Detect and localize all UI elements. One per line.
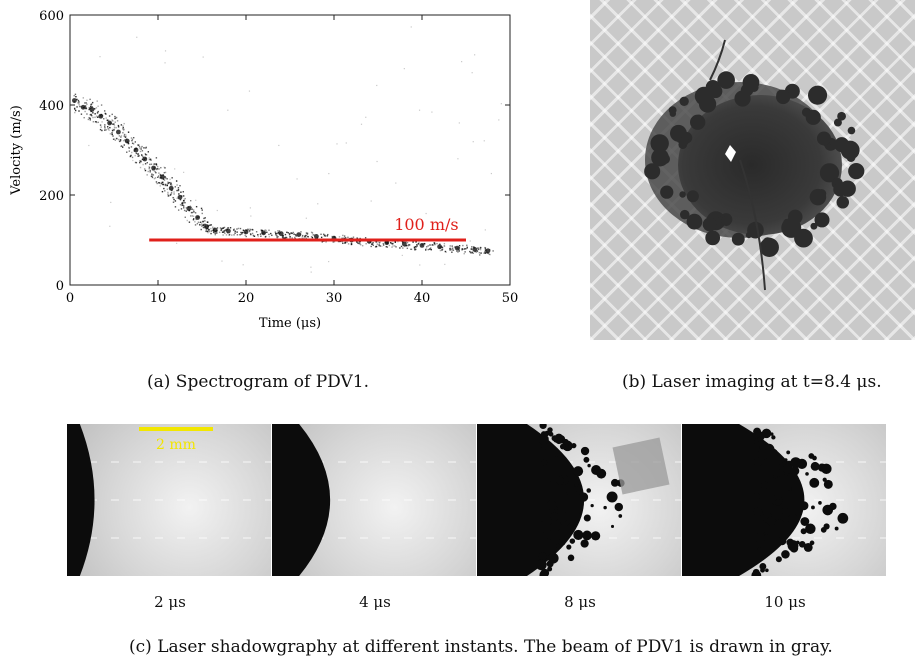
reference-line-label: 100 m/s (394, 215, 458, 234)
caption-b: (b) Laser imaging at t=8.4 μs. (622, 372, 882, 392)
frame-time-label: 8 μs (564, 593, 596, 611)
y-tick-label: 400 (39, 99, 64, 114)
caption-c: (c) Laser shadowgraphy at different inst… (129, 637, 833, 657)
frame-time-label: 10 μs (764, 593, 806, 611)
data-point (116, 129, 121, 135)
impact-splash (644, 39, 865, 291)
x-tick-label: 50 (502, 291, 519, 306)
data-point (472, 247, 478, 252)
frame-time-label: 4 μs (359, 593, 391, 611)
axes-frame (69, 14, 511, 286)
x-tick-label: 10 (150, 291, 167, 306)
pdv1-beam (612, 437, 670, 495)
shadowgraphy-frame (272, 424, 476, 576)
data-point (168, 185, 174, 191)
shadowgraphy-frame (682, 424, 886, 576)
laser-imaging-photo (590, 0, 915, 340)
y-tick-label: 0 (56, 279, 64, 294)
data-point (437, 244, 442, 250)
x-tick-label: 0 (66, 291, 74, 306)
y-tick-label: 600 (39, 9, 64, 24)
caption-a: (a) Spectrogram of PDV1. (147, 372, 369, 392)
data-point (186, 206, 192, 211)
spectrogram-chart: 100 m/s 0 10 20 30 40 50 0 200 400 600 Time (μs) Vel… (9, 9, 518, 331)
y-axis-label: Velocity (m/s) (9, 105, 24, 196)
frame-time-label: 2 μs (154, 593, 186, 611)
scale-bar-label: 2 mm (156, 437, 196, 453)
y-tick-label: 200 (39, 189, 64, 204)
data-point (296, 232, 302, 238)
shadowgraphy-frame (477, 424, 681, 576)
x-tick-label: 20 (238, 291, 255, 306)
x-axis-label: Time (μs) (259, 316, 321, 331)
plot-area: 100 m/s 0 10 20 30 40 50 0 200 400 600 Time (μs) Vel… (9, 9, 518, 331)
shadowgraphy-frame: 2 mm (67, 424, 271, 576)
x-tick-label: 40 (414, 291, 431, 306)
data-point (72, 98, 77, 103)
x-tick-label: 30 (326, 291, 343, 306)
